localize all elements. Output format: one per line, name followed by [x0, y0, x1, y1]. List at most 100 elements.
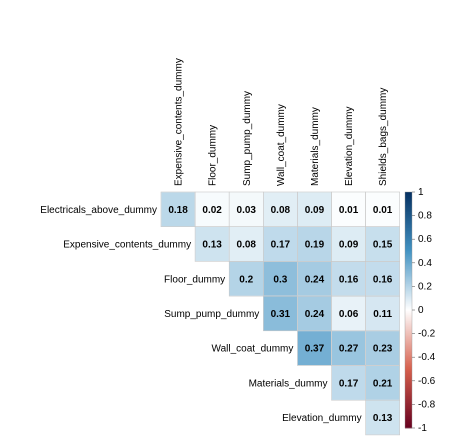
legend-gradient-segment — [405, 331, 412, 333]
legend-gradient-segment — [405, 274, 412, 277]
cell-value-label: 0.13 — [202, 240, 222, 251]
legend-tick-label: 0.4 — [418, 258, 432, 269]
legend-gradient-segment — [405, 249, 412, 252]
heatmap-cell — [331, 261, 366, 297]
legend-gradient-segment — [405, 422, 412, 424]
legend-gradient-segment — [405, 209, 412, 212]
legend-gradient-segment — [405, 219, 412, 221]
legend-gradient-segment — [405, 284, 412, 286]
legend-gradient-segment — [405, 302, 412, 305]
heatmap-cell — [228, 226, 264, 262]
legend-gradient-segment — [405, 337, 412, 339]
legend-gradient-segment — [405, 364, 412, 366]
legend-gradient-segment — [405, 378, 412, 381]
heatmap-cell — [331, 295, 366, 332]
row-labels: Electricals_above_dummy Expensive_content… — [40, 205, 361, 424]
heatmap-cell — [228, 191, 264, 228]
legend-gradient-segment — [405, 413, 412, 416]
legend-gradient-segment — [405, 255, 412, 258]
legend-gradient-segment — [405, 385, 412, 388]
legend-gradient-segment — [405, 390, 412, 392]
legend-gradient-segment — [405, 304, 412, 306]
cell-value-label: 0.16 — [339, 274, 359, 285]
legend-gradient-segment — [405, 407, 412, 410]
column-labels: Expensive_contents_dummy Floor_dummy Sump_… — [174, 58, 390, 186]
legend-gradient-segment — [405, 199, 412, 201]
legend-gradient-segment — [405, 253, 412, 255]
cell-value-label: 0.03 — [237, 205, 257, 216]
legend-gradient-segment — [405, 230, 412, 233]
legend-gradient-segment — [405, 313, 412, 316]
legend-gradient-segment — [405, 276, 412, 279]
legend-gradient-segment — [405, 405, 412, 408]
legend-gradient-segment — [405, 202, 412, 205]
legend-gradient-segment — [405, 324, 412, 326]
legend-gradient-segment — [405, 196, 412, 199]
legend-gradient-segment — [405, 229, 412, 232]
legend-gradient-segment — [405, 346, 412, 349]
heatmap-cell — [297, 226, 332, 262]
legend-gradient-segment — [405, 212, 412, 214]
legend-gradient-segment — [405, 298, 412, 300]
legend-gradient-segment — [405, 306, 412, 309]
legend-gradient-segment — [405, 319, 412, 322]
legend-gradient-segment — [405, 197, 412, 200]
legend-gradient-segment — [405, 268, 412, 271]
legend-gradient-segment — [405, 280, 412, 283]
legend-gradient-segment — [405, 350, 412, 352]
cell-value-label: 0.02 — [202, 205, 222, 216]
legend-gradient-segment — [405, 203, 412, 206]
legend-gradient-segment — [405, 348, 412, 351]
legend-gradient-segment — [405, 377, 412, 379]
legend-gradient-segment — [405, 333, 412, 336]
row-label: Materials_dummy — [249, 378, 328, 389]
legend-gradient-segment — [405, 386, 412, 389]
legend-gradient-segment — [405, 226, 412, 228]
legend-gradient-segment — [405, 356, 412, 358]
legend-gradient-segment — [405, 282, 412, 285]
legend-gradient-segment — [405, 409, 412, 411]
legend-gradient-segment — [405, 359, 412, 362]
legend-gradient-segment — [405, 241, 412, 244]
legend-gradient-segment — [405, 262, 412, 265]
legend-gradient-segment — [405, 330, 412, 332]
legend-gradient-segment — [405, 291, 412, 293]
legend-gradient-segment — [405, 374, 412, 377]
legend-gradient-segment — [405, 366, 412, 369]
legend-gradient-segment — [405, 416, 412, 418]
legend-gradient-segment — [405, 419, 412, 422]
legend-gradient-segment — [405, 373, 412, 376]
legend-gradient-segment — [405, 334, 412, 337]
legend-gradient-segment — [405, 269, 412, 272]
legend-gradient-segment — [405, 263, 412, 266]
cell-value-label: 0.06 — [339, 309, 359, 320]
legend-tick-label: -0.8 — [418, 399, 436, 410]
legend-gradient-segment — [405, 233, 412, 235]
legend-gradient-segment — [405, 265, 412, 267]
legend-gradient-segment — [405, 341, 412, 344]
legend-gradient-segment — [405, 371, 412, 373]
cell-border — [365, 399, 401, 436]
heatmap-cell — [297, 261, 332, 297]
legend-gradient-segment — [405, 415, 412, 417]
legend-gradient-segment — [405, 215, 412, 218]
column-label: Expensive_contents_dummy — [174, 58, 185, 186]
legend-gradient-segment — [405, 361, 412, 364]
cell-value-label: 0.09 — [305, 205, 325, 216]
legend-gradient-segment — [405, 335, 412, 338]
cell-value-label: 0.31 — [271, 309, 291, 320]
legend-gradient-segment — [405, 206, 412, 208]
legend-gradient-segment — [405, 328, 412, 331]
cell-value-label: 0.11 — [373, 309, 392, 320]
legend-gradient-segment — [405, 297, 412, 299]
row-label: Electricals_above_dummy — [40, 205, 157, 216]
legend-gradient-segment — [405, 406, 412, 409]
cell-value-label: 0.08 — [271, 205, 291, 216]
cell-value-label: 0.3 — [273, 274, 287, 285]
legend-gradient-segment — [405, 300, 412, 303]
legend-gradient-segment — [405, 363, 412, 365]
legend-gradient-segment — [405, 360, 412, 363]
legend-tick-label: -0.4 — [418, 352, 436, 363]
heatmap-cell — [331, 226, 366, 262]
